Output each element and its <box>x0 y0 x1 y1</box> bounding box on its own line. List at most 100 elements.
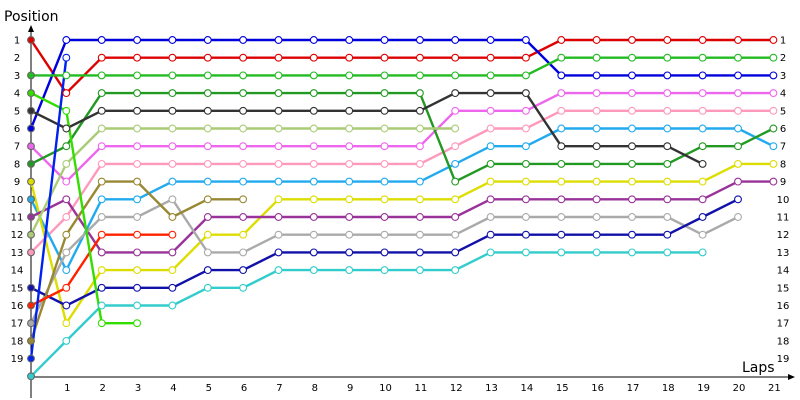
series-point <box>133 248 142 257</box>
series-point <box>769 142 778 151</box>
series-point <box>203 248 212 257</box>
y-axis-title: Position <box>4 9 59 25</box>
series-point <box>486 106 495 115</box>
series-point <box>415 177 424 186</box>
series-point <box>380 36 389 44</box>
series-point <box>62 142 71 151</box>
series-point <box>486 213 495 221</box>
x-tick-label: 20 <box>733 383 746 394</box>
series-point <box>380 177 389 186</box>
series-line <box>29 127 774 272</box>
series-point <box>592 159 601 168</box>
series-point <box>380 142 389 151</box>
series-point <box>345 230 354 239</box>
series-point <box>663 124 672 133</box>
x-tick-label: 12 <box>450 383 463 394</box>
series-point <box>557 106 566 115</box>
y-tick-label-left: 6 <box>14 124 20 135</box>
series-point <box>97 177 106 186</box>
series-point <box>97 106 106 115</box>
series-point <box>698 124 707 133</box>
y-tick-label-right: 7 <box>780 142 786 153</box>
series-point <box>557 248 566 257</box>
series-point <box>274 89 283 98</box>
x-tick-label: 11 <box>414 383 427 394</box>
series-point <box>698 213 707 221</box>
series-point <box>274 124 283 133</box>
series-point <box>734 53 742 62</box>
series-point <box>27 177 35 186</box>
y-tick-label-left: 13 <box>11 248 24 259</box>
series-point <box>168 230 177 239</box>
series-point <box>592 89 601 98</box>
series-point <box>628 142 636 151</box>
series-point <box>557 53 566 62</box>
series-point <box>486 124 495 133</box>
series-point <box>521 248 530 257</box>
series-point <box>698 177 707 186</box>
series-point <box>27 195 35 204</box>
y-axis-arrow <box>28 25 34 32</box>
series-point <box>663 53 672 62</box>
series-point <box>557 71 566 80</box>
series-point <box>274 106 283 115</box>
series-point <box>415 71 424 80</box>
series-point <box>27 336 35 345</box>
x-tick-label: 18 <box>662 383 675 394</box>
series-line <box>30 38 774 95</box>
series-point <box>451 266 460 275</box>
y-tick-label-left: 12 <box>11 230 24 241</box>
series-point <box>380 53 389 62</box>
series-point <box>97 36 106 44</box>
series-point <box>239 177 248 186</box>
series-point <box>415 53 424 62</box>
y-tick-label-left: 16 <box>11 301 24 312</box>
series-point <box>628 53 636 62</box>
y-tick-label-left: 15 <box>11 283 24 294</box>
series-point <box>62 248 71 257</box>
series-point <box>62 336 71 345</box>
series-point <box>557 36 566 44</box>
series-point <box>521 89 530 98</box>
series-point <box>345 71 354 80</box>
x-tick-label: 2 <box>100 383 106 394</box>
series-line <box>30 91 774 183</box>
series-point <box>769 36 778 44</box>
series-point <box>380 71 389 80</box>
series-point <box>451 89 460 98</box>
series-point <box>451 124 460 133</box>
series-point <box>486 195 495 204</box>
series-point <box>274 36 283 44</box>
series-point <box>380 248 389 257</box>
series-point <box>628 124 636 133</box>
series-point <box>345 89 354 98</box>
x-tick-label: 8 <box>312 383 318 394</box>
series-point <box>168 195 177 204</box>
series-point <box>62 36 71 44</box>
series-point <box>62 319 71 328</box>
y-tick-label-left: 9 <box>14 177 20 188</box>
y-tick-label-right: 14 <box>777 266 790 277</box>
y-tick-label-right: 1 <box>780 36 786 47</box>
y-tick-label-right: 8 <box>780 159 786 170</box>
series-point <box>203 159 212 168</box>
series-point <box>274 53 283 62</box>
series-point <box>521 195 530 204</box>
series-point <box>521 213 530 221</box>
series-point <box>769 177 778 186</box>
series-point <box>62 230 71 239</box>
series-point <box>380 213 389 221</box>
x-tick-label: 4 <box>170 383 176 394</box>
series-point <box>698 53 707 62</box>
series-point <box>592 230 601 239</box>
series-point <box>345 106 354 115</box>
series-point <box>451 213 460 221</box>
series-point <box>592 142 601 151</box>
series-point <box>521 36 530 44</box>
series-point <box>309 177 318 186</box>
series-point <box>239 89 248 98</box>
series-point <box>415 213 424 221</box>
series-point <box>168 71 177 80</box>
series-point <box>133 266 142 275</box>
